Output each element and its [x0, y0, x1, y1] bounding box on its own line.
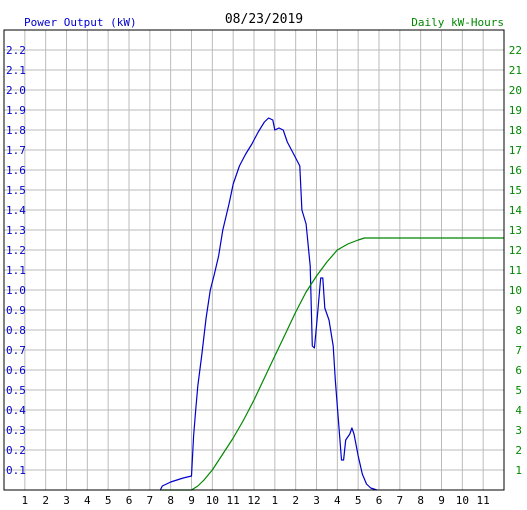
left-tick-label: 0.7	[6, 344, 26, 357]
left-tick-label: 2.1	[6, 64, 26, 77]
x-tick-label: 4	[84, 494, 91, 507]
x-tick-label: 10	[456, 494, 469, 507]
x-tick-label: 2	[292, 494, 299, 507]
right-tick-label: 8	[515, 324, 522, 337]
right-tick-label: 4	[515, 404, 522, 417]
left-tick-label: 0.4	[6, 404, 26, 417]
left-axis-title: Power Output (kW)	[24, 16, 137, 29]
x-tick-label: 4	[334, 494, 341, 507]
right-tick-label: 7	[515, 344, 522, 357]
right-tick-label: 1	[515, 464, 522, 477]
x-tick-label: 9	[188, 494, 195, 507]
right-tick-label: 17	[509, 144, 522, 157]
right-tick-label: 11	[509, 264, 522, 277]
left-tick-label: 1.2	[6, 244, 26, 257]
right-tick-label: 13	[509, 224, 522, 237]
right-tick-label: 6	[515, 364, 522, 377]
right-tick-label: 10	[509, 284, 522, 297]
x-tick-label: 5	[105, 494, 112, 507]
x-tick-label: 7	[397, 494, 404, 507]
left-tick-label: 1.0	[6, 284, 26, 297]
series-lines	[159, 117, 504, 491]
left-tick-label: 0.8	[6, 324, 26, 337]
left-tick-label: 1.3	[6, 224, 26, 237]
x-tick-label: 6	[126, 494, 133, 507]
left-tick-labels: 0.1 0.2 0.3 0.4 0.5 0.6 0.7 0.8 0.9 1.0 1.1 1.2 1.3 1…	[6, 44, 26, 477]
chart-date-title: 08/23/2019	[225, 12, 303, 27]
daily-energy-line	[160, 237, 504, 491]
x-tick-label: 10	[206, 494, 219, 507]
x-tick-label: 12	[247, 494, 260, 507]
x-tick-label: 6	[376, 494, 383, 507]
left-tick-label: 1.6	[6, 164, 26, 177]
left-tick-label: 1.1	[6, 264, 26, 277]
x-tick-label: 11	[227, 494, 240, 507]
left-tick-label: 1.7	[6, 144, 26, 157]
left-tick-label: 0.6	[6, 364, 26, 377]
x-tick-label: 8	[417, 494, 424, 507]
x-tick-label: 3	[313, 494, 320, 507]
right-tick-label: 5	[515, 384, 522, 397]
left-tick-label: 0.2	[6, 444, 26, 457]
grid-lines	[4, 30, 504, 490]
right-tick-label: 12	[509, 244, 522, 257]
x-tick-label: 2	[42, 494, 49, 507]
x-tick-label: 11	[477, 494, 490, 507]
right-tick-label: 16	[509, 164, 522, 177]
left-tick-label: 2.2	[6, 44, 26, 57]
x-tick-label: 1	[272, 494, 279, 507]
right-tick-label: 22	[509, 44, 522, 57]
left-tick-label: 0.1	[6, 464, 26, 477]
right-tick-label: 3	[515, 424, 522, 437]
right-tick-label: 20	[509, 84, 522, 97]
x-tick-label: 3	[63, 494, 70, 507]
left-tick-label: 0.9	[6, 304, 26, 317]
right-axis-title: Daily kW-Hours	[411, 16, 504, 29]
left-tick-label: 1.8	[6, 124, 26, 137]
left-tick-label: 0.5	[6, 384, 26, 397]
right-tick-label: 2	[515, 444, 522, 457]
left-tick-label: 1.5	[6, 184, 26, 197]
x-tick-label: 8	[167, 494, 174, 507]
right-tick-label: 14	[509, 204, 523, 217]
left-tick-label: 2.0	[6, 84, 26, 97]
right-tick-label: 18	[509, 124, 522, 137]
left-tick-label: 1.4	[6, 204, 26, 217]
right-tick-label: 19	[509, 104, 522, 117]
x-tick-label: 1	[22, 494, 29, 507]
right-tick-label: 9	[515, 304, 522, 317]
x-tick-labels: 1 2 3 4 5 6 7 8 9 10 11 12 1 2 3 4 5 6 7 8 9 10 11	[22, 494, 490, 507]
right-tick-label: 21	[509, 64, 522, 77]
plot-frame	[3, 29, 505, 491]
right-tick-label: 15	[509, 184, 522, 197]
x-tick-label: 5	[355, 494, 362, 507]
left-tick-label: 0.3	[6, 424, 26, 437]
power-output-line	[159, 117, 378, 491]
x-tick-label: 7	[147, 494, 154, 507]
x-tick-label: 9	[438, 494, 445, 507]
left-tick-label: 1.9	[6, 104, 26, 117]
